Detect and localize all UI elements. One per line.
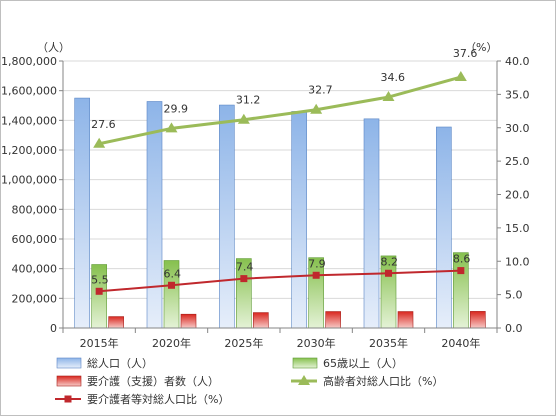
y-right-tick-label: 15.0 xyxy=(505,222,530,235)
x-category-label: 2035年 xyxy=(369,336,408,350)
y-right-tick-label: 5.0 xyxy=(505,289,523,302)
care-ratio-data-label: 7.4 xyxy=(236,261,254,274)
legend-swatch xyxy=(292,357,318,369)
y-right-tick-label: 40.0 xyxy=(505,55,530,68)
legend-item: 要介護者等対総人口比（%） xyxy=(55,392,229,406)
legend-swatch-marker xyxy=(298,375,310,385)
legend-swatch-marker xyxy=(64,395,72,403)
elderly-ratio-marker xyxy=(165,122,178,133)
care-ratio-marker xyxy=(240,275,248,283)
bar-care-needed-2 xyxy=(253,312,269,329)
elderly-ratio-data-label: 27.6 xyxy=(91,118,116,131)
y-right-tick-label: 10.0 xyxy=(505,255,530,268)
bar-total-population-0 xyxy=(74,97,90,329)
legend-item: 総人口（人） xyxy=(56,356,153,370)
legend-swatch xyxy=(56,357,82,369)
care-ratio-line xyxy=(99,269,461,293)
bar-total-population-4 xyxy=(363,118,380,329)
bar-care-needed-1 xyxy=(180,313,197,329)
elderly-ratio-marker xyxy=(454,71,467,82)
y-left-tick-label: 1,200,000 xyxy=(1,144,57,157)
x-category-label: 2015年 xyxy=(80,336,119,350)
elderly-ratio-data-label: 37.6 xyxy=(453,47,478,60)
y-right-tick-label: 25.0 xyxy=(505,155,530,168)
x-category-label: 2020年 xyxy=(152,336,191,350)
legend-label: 65歳以上（人） xyxy=(323,357,403,370)
care-ratio-data-label: 8.6 xyxy=(453,253,471,266)
elderly-ratio-marker xyxy=(382,91,395,102)
care-ratio-marker xyxy=(312,271,320,279)
y-right-unit-label: （%） xyxy=(465,41,497,54)
bar-total-population-2 xyxy=(219,104,235,329)
care-ratio-marker xyxy=(95,287,103,295)
elderly-ratio-data-label: 32.7 xyxy=(308,84,333,97)
y-right-tick-label: 0.0 xyxy=(505,322,523,335)
y-left-tick-label: 1,800,000 xyxy=(1,55,57,68)
legend-label: 総人口（人） xyxy=(87,356,153,370)
legend-label: 要介護（支援）者数（人） xyxy=(87,374,219,388)
bar-care-needed-5 xyxy=(470,311,486,329)
care-ratio-data-label: 8.2 xyxy=(381,255,399,268)
care-ratio-data-label: 6.4 xyxy=(164,267,182,280)
elderly-ratio-line xyxy=(98,75,462,146)
legend-label: 要介護者等対総人口比（%） xyxy=(87,392,229,406)
y-left-tick-label: 400,000 xyxy=(12,263,58,276)
x-category-label: 2025年 xyxy=(224,336,263,350)
elderly-ratio-data-label: 31.2 xyxy=(236,94,260,107)
y-left-tick-label: 600,000 xyxy=(12,233,58,246)
legend-label: 高齢者対総人口比（%） xyxy=(323,374,443,388)
legend-item: 要介護（支援）者数（人） xyxy=(56,374,219,388)
care-ratio-marker xyxy=(168,281,175,289)
y-left-tick-label: 1,600,000 xyxy=(1,85,57,98)
x-category-label: 2030年 xyxy=(297,336,336,350)
care-ratio-data-label: 5.5 xyxy=(91,273,109,286)
elderly-ratio-marker xyxy=(93,137,106,148)
elderly-ratio-marker xyxy=(310,103,323,114)
care-ratio-marker xyxy=(457,267,465,275)
x-category-label: 2040年 xyxy=(441,336,480,350)
y-left-unit-label: （人） xyxy=(37,41,70,54)
y-right-tick-label: 35.0 xyxy=(505,88,530,101)
legend-item: 65歳以上（人） xyxy=(292,357,403,370)
elderly-ratio-data-label: 29.9 xyxy=(164,102,189,115)
y-right-tick-label: 20.0 xyxy=(505,189,530,202)
y-left-tick-label: 800,000 xyxy=(12,203,58,216)
bar-total-population-1 xyxy=(146,101,163,329)
bar-care-needed-4 xyxy=(397,311,414,329)
elderly-ratio-data-label: 34.6 xyxy=(381,71,406,84)
bar-total-population-5 xyxy=(436,126,452,329)
bar-care-needed-0 xyxy=(108,316,124,329)
care-ratio-marker xyxy=(385,269,392,277)
y-right-tick-label: 30.0 xyxy=(505,122,530,135)
care-ratio-data-label: 7.9 xyxy=(308,257,326,270)
elderly-ratio-marker xyxy=(237,113,250,124)
bar-care-needed-3 xyxy=(325,311,341,329)
y-left-tick-label: 200,000 xyxy=(12,292,58,305)
y-left-tick-label: 1,400,000 xyxy=(1,114,57,127)
bar-total-population-3 xyxy=(291,111,307,329)
legend-item: 高齢者対総人口比（%） xyxy=(291,374,443,388)
legend-swatch xyxy=(56,375,82,387)
y-left-tick-label: 0 xyxy=(50,322,57,335)
y-left-tick-label: 1,000,000 xyxy=(1,174,57,187)
